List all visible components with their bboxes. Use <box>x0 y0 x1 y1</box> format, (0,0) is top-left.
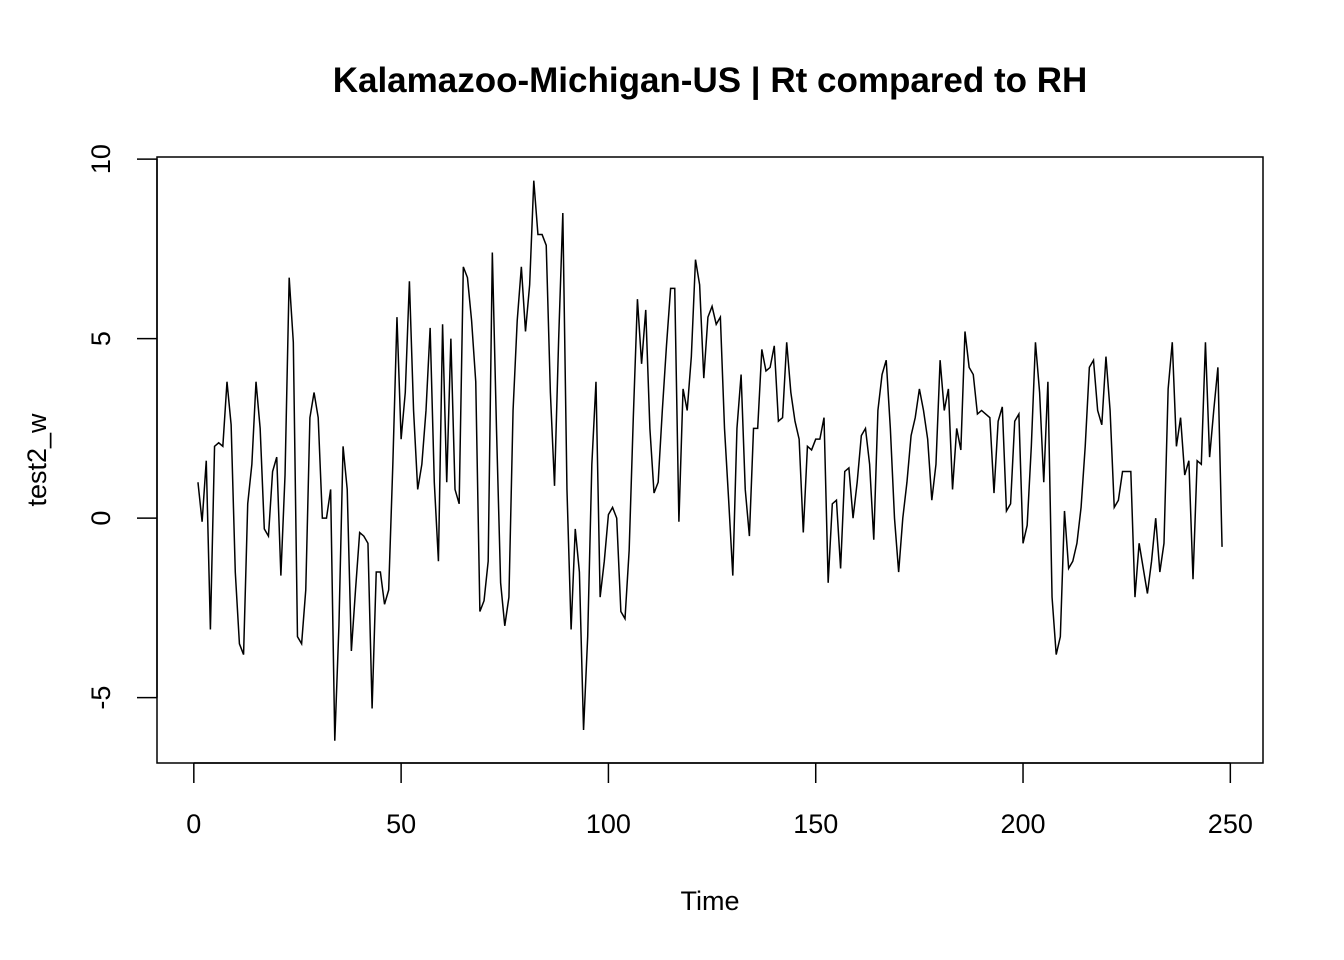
y-tick-label: 0 <box>86 511 116 526</box>
x-tick-label: 100 <box>586 809 631 839</box>
y-tick-label: 5 <box>86 331 116 346</box>
x-tick-label: 250 <box>1208 809 1253 839</box>
y-axis-label: test2_w <box>22 413 52 507</box>
x-axis-label: Time <box>681 886 740 916</box>
y-tick-label: -5 <box>86 686 116 710</box>
x-tick-label: 0 <box>186 809 201 839</box>
chart-title: Kalamazoo-Michigan-US | Rt compared to R… <box>333 61 1088 100</box>
x-tick-label: 200 <box>1000 809 1045 839</box>
line-series <box>197 180 1223 741</box>
y-tick-label: 10 <box>86 144 116 174</box>
x-tick-label: 50 <box>386 809 416 839</box>
x-tick-label: 150 <box>793 809 838 839</box>
